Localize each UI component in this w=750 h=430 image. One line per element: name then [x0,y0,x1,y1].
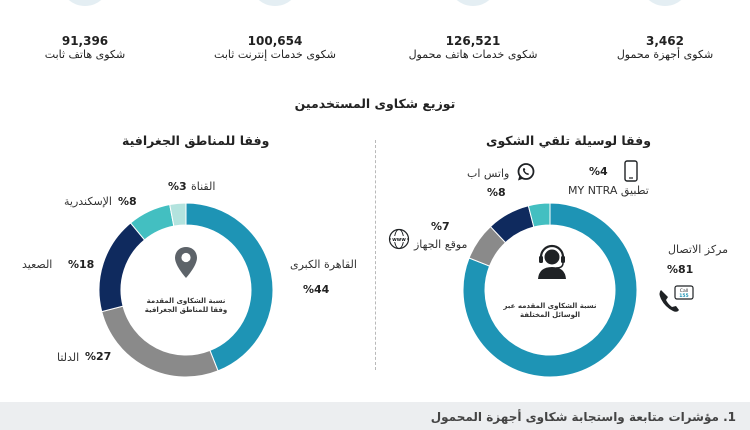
stat-label: شكوى هاتف ثابت [44,48,126,61]
slice-value-whatsapp: %8 [487,186,506,199]
stat-circle [640,0,690,6]
mobile-phone-icon [624,160,638,182]
stat-circle [60,0,110,6]
slice-label-canal: القناة [191,180,216,193]
svg-text:155: 155 [679,293,688,299]
slice-label-website: موقع الجهاز [414,238,468,251]
slice-value-website: %7 [431,220,450,233]
svg-text:Call: Call [680,288,688,294]
chart-divider [375,140,376,370]
slice-label-delta: الدلتا [57,351,80,364]
stat-label: شكوى خدمات هاتف محمول [408,48,538,61]
slice-label-app: تطبيق MY NTRA [568,184,649,197]
stat-value: 100,654 [247,34,303,48]
slice-value-upper-egypt: %18 [68,258,95,271]
center-label-channel: نسبة الشكاوى المقدمه عبر الوسائل المختلف… [500,302,600,321]
donut-slice [185,202,274,372]
slice-value-delta: %27 [85,350,112,363]
slice-label-whatsapp: واتس اب [467,167,510,180]
donut-slice [462,202,638,378]
footer-bar: 1. مؤشرات متابعة واستجابة شكاوى أجهزة ال… [0,402,750,430]
stat-label: شكوى أجهزة محمول [616,48,714,61]
slice-value-greater-cairo: %44 [303,283,330,296]
donut-slice [101,305,219,378]
phone-call-icon: Call 155 [659,285,694,312]
stat-label: شكوى خدمات إنترنت ثابت [214,48,336,61]
center-line-1: نسبة الشكاوى المقدمة [146,297,226,305]
slice-label-alexandria: الإسكندرية [64,195,112,208]
stat-circle [250,0,300,6]
stat-circle [448,0,498,6]
chart-title-geographic: وفقا للمناطق الجغرافية [122,133,270,148]
globe-www-icon: www [388,228,410,250]
donut-slice [527,202,551,228]
slice-value-call-center: %81 [667,263,694,276]
call-center-agent-icon [538,244,566,279]
donut-chart-channel [462,202,638,378]
slice-label-call-center: مركز الاتصال [668,243,729,256]
chart-title-channel: وفقا لوسيلة تلقي الشكوى [486,133,652,148]
footer-heading: 1. مؤشرات متابعة واستجابة شكاوى أجهزة ال… [430,410,736,424]
slice-value-alexandria: %8 [118,195,137,208]
center-line-2: وفقا للمناطق الجغرافية [144,306,228,315]
location-pin-icon [175,247,197,278]
svg-text:www: www [392,237,406,243]
donut-chart-geographic [98,202,274,378]
slice-label-greater-cairo: القاهرة الكبرى [290,258,357,271]
center-line-1: نسبة الشكاوى المقدمه عبر [503,302,597,310]
stat-value: 91,396 [61,34,109,48]
center-label-geographic: نسبة الشكاوى المقدمة وفقا للمناطق الجغرا… [136,297,236,316]
stat-value: 3,462 [646,34,684,48]
slice-label-upper-egypt: الصعيد [22,258,53,271]
center-line-2: الوسائل المختلفة [519,311,580,320]
section-title: توزيع شكاوى المستخدمين [294,96,456,111]
stat-value: 126,521 [445,34,501,48]
slice-value-canal: %3 [168,180,187,193]
donut-slice [169,202,187,227]
whatsapp-icon [517,163,535,181]
slice-value-app: %4 [589,165,608,178]
